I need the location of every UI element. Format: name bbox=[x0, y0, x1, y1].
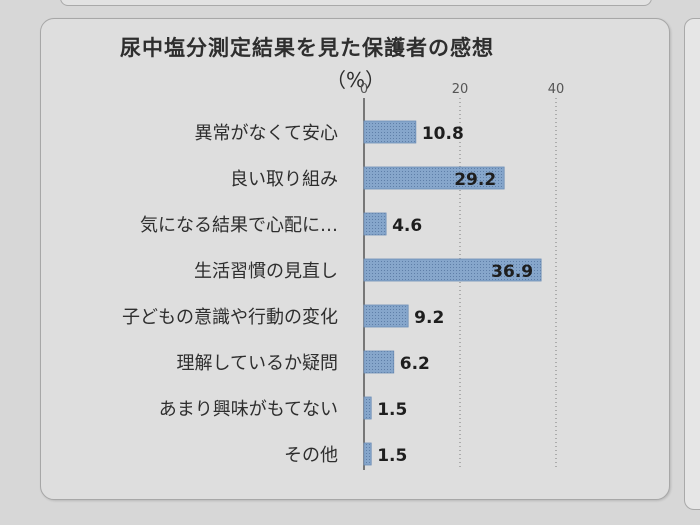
bar bbox=[363, 258, 542, 282]
category-label: 理解しているか疑問 bbox=[177, 353, 338, 374]
category-label: 子どもの意識や行動の変化 bbox=[122, 307, 338, 328]
next-panel-edge bbox=[684, 18, 700, 510]
bar bbox=[363, 442, 372, 466]
category-label: 良い取り組み bbox=[230, 169, 338, 190]
data-label: 6.2 bbox=[400, 354, 430, 374]
category-label: 異常がなくて安心 bbox=[195, 123, 338, 144]
chart-card bbox=[40, 18, 670, 500]
data-label: 4.6 bbox=[392, 216, 422, 236]
category-label: その他 bbox=[284, 445, 338, 466]
category-label: 生活習慣の見直し bbox=[194, 261, 338, 282]
bar bbox=[363, 350, 395, 374]
tick-label-40: 40 bbox=[548, 82, 565, 97]
data-label: 9.2 bbox=[414, 308, 444, 328]
data-label: 36.9 bbox=[491, 262, 533, 282]
data-label: 1.5 bbox=[377, 400, 407, 420]
category-label: 気になる結果で心配に… bbox=[140, 215, 338, 236]
data-label: 29.2 bbox=[454, 170, 496, 190]
bar bbox=[363, 304, 409, 328]
tick-label-20: 20 bbox=[452, 82, 469, 97]
category-label: あまり興味がもてない bbox=[159, 399, 338, 420]
chart-title: 尿中塩分測定結果を見た保護者の感想 bbox=[120, 36, 494, 60]
bar bbox=[363, 396, 372, 420]
data-label: 10.8 bbox=[422, 124, 464, 144]
data-label: 1.5 bbox=[377, 446, 407, 466]
bar bbox=[363, 166, 505, 190]
unit-label: （%） bbox=[326, 68, 386, 92]
tick-label-0: 0 bbox=[360, 82, 368, 97]
bar bbox=[363, 120, 417, 144]
bar bbox=[363, 212, 387, 236]
